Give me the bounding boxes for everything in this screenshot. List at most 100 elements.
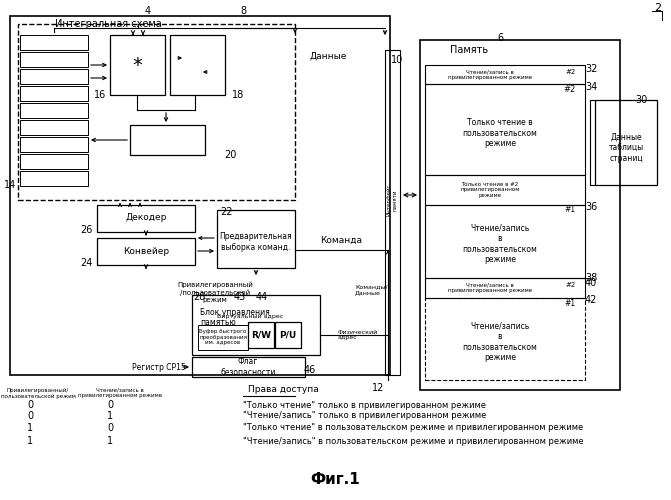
Bar: [97, 238, 195, 265]
Text: Конвейер: Конвейер: [123, 246, 169, 256]
Text: Чтение/запись
в
пользовательском
режиме: Чтение/запись в пользовательском режиме: [462, 322, 537, 362]
Text: 28: 28: [193, 292, 205, 302]
Text: 10: 10: [391, 55, 403, 65]
Bar: [20, 86, 88, 101]
Bar: [20, 171, 88, 186]
Text: 16: 16: [94, 90, 106, 100]
Text: 24: 24: [81, 258, 93, 268]
Bar: [192, 357, 305, 377]
Text: Чтение/запись в
привилегированном режиме: Чтение/запись в привилегированном режиме: [448, 70, 532, 80]
Text: 1: 1: [27, 436, 33, 446]
Text: 0: 0: [27, 400, 33, 410]
Text: 34: 34: [585, 82, 597, 92]
Text: Декодер: Декодер: [125, 214, 166, 222]
Text: Чтение/запись в
привилегированном режиме: Чтение/запись в привилегированном режиме: [78, 388, 162, 398]
Text: Только чтение в
пользовательском
режиме: Только чтение в пользовательском режиме: [462, 118, 537, 148]
Bar: [20, 154, 88, 169]
Text: Физический
адрес: Физический адрес: [338, 330, 378, 340]
Text: Данные: Данные: [310, 52, 348, 60]
Bar: [385, 50, 400, 375]
Text: 36: 36: [585, 202, 597, 212]
Text: 22: 22: [220, 207, 232, 217]
Text: Интегральная схема: Интегральная схема: [55, 19, 162, 29]
Text: 0: 0: [107, 423, 113, 433]
Bar: [248, 322, 274, 348]
Bar: [110, 35, 165, 95]
Text: 38: 38: [585, 273, 597, 283]
Text: 0: 0: [107, 400, 113, 410]
Text: 2: 2: [654, 3, 662, 13]
Text: #2: #2: [566, 69, 576, 75]
Text: Регистр CP15: Регистр CP15: [132, 362, 186, 372]
Bar: [275, 322, 301, 348]
Text: Чтение/запись
в
пользовательском
режиме: Чтение/запись в пользовательском режиме: [462, 224, 537, 264]
Bar: [217, 210, 295, 268]
Bar: [20, 69, 88, 84]
Text: #2: #2: [566, 282, 576, 288]
Bar: [97, 205, 195, 232]
Text: 26: 26: [81, 225, 93, 235]
Text: 32: 32: [585, 64, 597, 74]
Bar: [20, 137, 88, 152]
Text: 8: 8: [240, 6, 246, 16]
Text: Память: Память: [450, 45, 488, 55]
Bar: [192, 295, 320, 355]
Text: 14: 14: [4, 180, 16, 190]
Bar: [18, 24, 295, 200]
Text: 44: 44: [256, 292, 268, 302]
Text: "Чтение/запись" в пользовательском режиме и привилегированном режиме: "Чтение/запись" в пользовательском режим…: [243, 436, 584, 446]
Text: *: *: [132, 56, 142, 74]
Text: 4: 4: [145, 6, 151, 16]
Bar: [20, 52, 88, 67]
Text: 46: 46: [304, 365, 316, 375]
Text: Привилегированный
/пользовательской
режим: Привилегированный /пользовательской режи…: [177, 282, 253, 302]
Text: Привилегированный/
пользовательской режим: Привилегированный/ пользовательской режи…: [1, 388, 75, 398]
Bar: [130, 125, 205, 155]
Text: 6: 6: [497, 33, 503, 43]
Text: Фиг.1: Фиг.1: [310, 472, 360, 488]
Text: Данные
таблицы
страниц: Данные таблицы страниц: [609, 133, 643, 163]
Text: #1: #1: [565, 298, 576, 308]
Text: "Только чтение" в пользовательском режиме и привилегированном режиме: "Только чтение" в пользовательском режим…: [243, 424, 583, 432]
Text: 30: 30: [635, 95, 648, 105]
Text: 1: 1: [107, 411, 113, 421]
Text: P/U: P/U: [279, 330, 297, 340]
Text: 43: 43: [234, 292, 246, 302]
Text: 40: 40: [585, 278, 597, 288]
Text: Права доступа: Права доступа: [248, 386, 319, 394]
Text: Виртуальный адрес: Виртуальный адрес: [217, 314, 283, 318]
Bar: [425, 278, 585, 298]
Text: Команды/
Данные: Команды/ Данные: [355, 284, 387, 296]
Bar: [20, 120, 88, 135]
Text: Чтение/запись в
привилегированном режиме: Чтение/запись в привилегированном режиме: [448, 282, 532, 294]
Bar: [425, 298, 585, 380]
Text: Интерфейс
памяти: Интерфейс памяти: [386, 184, 397, 216]
Text: 18: 18: [232, 90, 244, 100]
Bar: [425, 205, 585, 278]
Text: "Чтение/запись" только в привилегированном режиме: "Чтение/запись" только в привилегированн…: [243, 412, 486, 420]
Text: Блок управления
памятью: Блок управления памятью: [200, 308, 270, 328]
Bar: [420, 40, 620, 390]
Text: 20: 20: [224, 150, 236, 160]
Bar: [425, 65, 585, 84]
Text: #1: #1: [565, 206, 576, 214]
Text: 12: 12: [372, 383, 384, 393]
Text: Команда: Команда: [320, 236, 362, 244]
Bar: [20, 35, 88, 50]
Text: 0: 0: [27, 411, 33, 421]
Bar: [10, 16, 390, 375]
Bar: [198, 325, 248, 350]
Text: "Только чтение" только в привилегированном режиме: "Только чтение" только в привилегированн…: [243, 400, 486, 409]
Bar: [425, 84, 585, 175]
Text: Только чтение в #2
привилегированном
режиме: Только чтение в #2 привилегированном реж…: [460, 182, 519, 198]
Text: R/W: R/W: [251, 330, 271, 340]
Bar: [595, 100, 657, 185]
Text: 42: 42: [585, 295, 597, 305]
Text: #2: #2: [564, 86, 576, 94]
Text: Предварительная
выборка команд.: Предварительная выборка команд.: [219, 232, 293, 252]
Text: Флаг
безопасности: Флаг безопасности: [220, 358, 276, 376]
Text: 1: 1: [27, 423, 33, 433]
Bar: [425, 175, 585, 205]
Text: Буфер быстрого
преобразования
им. адресов: Буфер быстрого преобразования им. адресо…: [199, 328, 247, 345]
Bar: [170, 35, 225, 95]
